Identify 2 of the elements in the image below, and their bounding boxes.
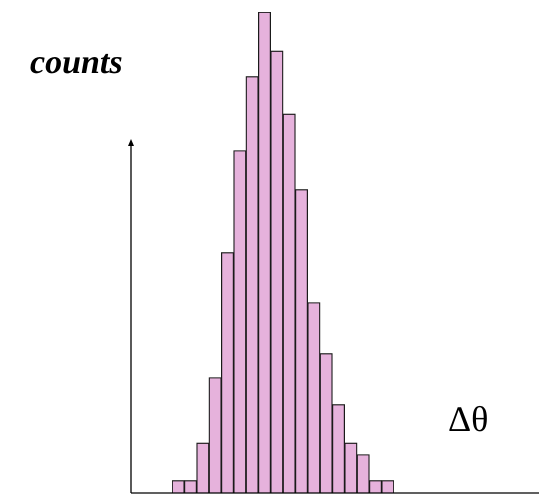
y-axis-title: counts: [30, 44, 123, 82]
x-axis-title: Δθ: [448, 398, 488, 440]
